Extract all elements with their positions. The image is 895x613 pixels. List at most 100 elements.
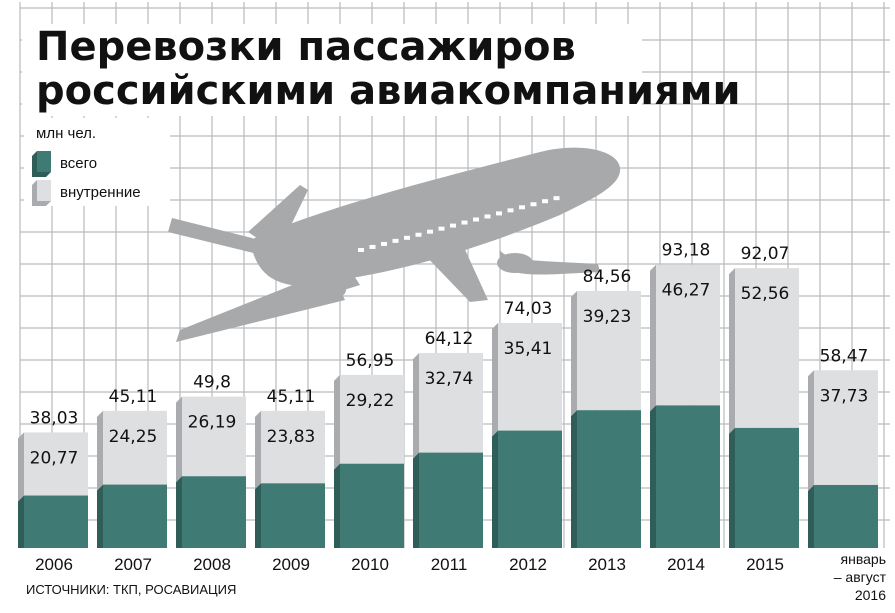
bar-domestic-side [413, 353, 419, 459]
value-label-domestic: 24,25 [109, 427, 158, 447]
airplane-window [358, 248, 364, 252]
airplane-window [392, 238, 399, 243]
value-label-domestic: 23,83 [267, 427, 316, 447]
x-tick-label: 2011 [431, 555, 468, 574]
x-tick-last-background [814, 550, 888, 608]
x-tick-label: 2009 [272, 555, 310, 574]
bar-total-side [97, 484, 103, 548]
x-tick-label: 2012 [509, 555, 547, 574]
bar-2014 [650, 264, 720, 548]
value-label-domestic: 35,41 [504, 339, 553, 359]
bar-2013 [571, 290, 641, 548]
value-label-domestic: 29,22 [346, 391, 395, 411]
x-tick-label-line: январь [841, 551, 886, 567]
airplane-window [415, 232, 422, 237]
value-label-total: 56,95 [346, 351, 395, 371]
bar-total-side [729, 427, 735, 548]
bar-total-side [334, 463, 340, 548]
bar-domestic-side [729, 268, 735, 434]
value-label-total: 45,11 [109, 387, 158, 407]
airplane-window [507, 208, 514, 213]
bar-total-segment [261, 483, 325, 548]
bar-domestic-side [571, 290, 577, 417]
value-label-total: 58,47 [820, 346, 869, 366]
airplane-window [450, 223, 456, 228]
x-tick-label: 2015 [746, 555, 784, 574]
value-label-domestic: 20,77 [30, 448, 79, 468]
x-tick-label: 2010 [351, 555, 389, 574]
value-label-total: 45,11 [267, 387, 316, 407]
value-label-domestic: 39,23 [583, 307, 632, 327]
value-label-total: 49,8 [193, 373, 231, 393]
bar-domestic-segment [24, 432, 88, 496]
unit-label: млн чел. [36, 125, 96, 142]
bar-total-segment [419, 452, 483, 548]
bar-total-side [571, 410, 577, 548]
value-label-domestic: 26,19 [188, 413, 237, 433]
legend-swatch-domestic [32, 180, 51, 206]
bar-2015 [729, 268, 799, 548]
bar-domestic-segment [103, 410, 167, 485]
airplane-window [427, 229, 433, 234]
legend-swatch-total [32, 151, 51, 177]
x-axis-ticks: 2006 2007 2008 2009 2010 2011 2012 2013 2014 2015… [35, 550, 888, 608]
airplane-window [484, 214, 491, 219]
bar-total-segment [814, 484, 878, 548]
title-background [22, 24, 642, 116]
value-label-domestic: 46,27 [662, 281, 711, 301]
x-tick-label: 2006 [35, 555, 73, 574]
bar-domestic-segment [340, 374, 404, 464]
chart-title-line-1: Перевозки пассажиров [36, 24, 576, 70]
bar-domestic-segment [814, 370, 878, 485]
value-labels-group: 38,03 20,77 45,11 24,25 49,8 26,19 45,11 23,83 5… [30, 241, 869, 469]
bar-domestic-side [255, 410, 261, 490]
bar-domestic-side [334, 374, 340, 470]
airplane-window [381, 241, 387, 246]
value-label-total: 92,07 [741, 244, 790, 264]
airplane-window [542, 199, 548, 204]
airplane-window [496, 211, 502, 216]
bar-2006 [18, 432, 88, 548]
x-tick-label-line: 2016 [855, 587, 886, 603]
value-label-total: 74,03 [504, 299, 553, 319]
bar-domestic-segment [419, 353, 483, 453]
bar-total-segment [340, 463, 404, 548]
bar-domestic-segment [735, 268, 799, 428]
source-note: ИСТОЧНИКИ: ТКП, РОСАВИАЦИЯ [26, 582, 236, 597]
legend-label-domestic: внутренние [60, 184, 141, 201]
bar-domestic-side [18, 432, 24, 502]
bar-2008 [176, 396, 246, 548]
value-label-domestic: 32,74 [425, 369, 474, 389]
bar-total-side [808, 484, 814, 548]
value-label-total: 93,18 [662, 241, 711, 261]
airplane-window [530, 202, 537, 207]
x-tick-label-line: – август [834, 569, 887, 585]
bar-domestic-side [650, 264, 656, 412]
bar-total-segment [24, 495, 88, 548]
bar-domestic-side [176, 396, 182, 483]
airplane-window [519, 205, 525, 210]
airplane-window [438, 226, 445, 231]
bar-total-side [413, 452, 419, 548]
value-label-domestic: 52,56 [741, 284, 790, 304]
airplane-windows [358, 196, 560, 252]
airplane-window [461, 220, 468, 225]
bar-total-segment [735, 427, 799, 548]
x-tick-label: 2014 [667, 555, 705, 574]
bar-domestic-segment [656, 264, 720, 406]
bar-total-side [18, 495, 24, 548]
bar-2011 [413, 353, 483, 548]
bar-domestic-side [492, 322, 498, 437]
value-label-total: 38,03 [30, 408, 79, 428]
bar-domestic-side [97, 410, 103, 491]
bar-total-side [255, 483, 261, 548]
airplane-window [369, 244, 376, 249]
x-tick-label: 2008 [193, 555, 231, 574]
bar-total-segment [182, 476, 246, 548]
bar-2009 [255, 410, 325, 548]
bar-total-segment [577, 410, 641, 548]
bar-январь – август 2016 [808, 370, 878, 548]
source-background [20, 578, 260, 600]
bars-group [18, 264, 878, 548]
